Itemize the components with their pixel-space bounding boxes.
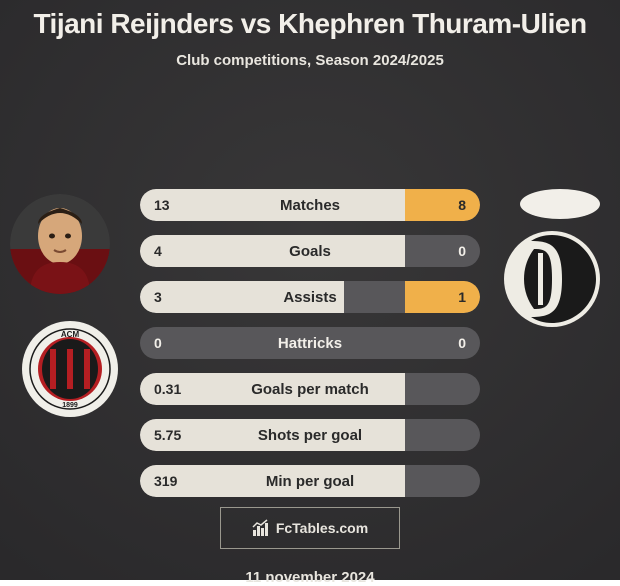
stat-row: 0.31Goals per match [140,373,480,405]
stat-row: 40Goals [140,235,480,267]
svg-text:1899: 1899 [62,402,78,409]
stat-row: 00Hattricks [140,327,480,359]
footer-date: 11 november 2024 [0,569,620,586]
svg-text:ACM: ACM [61,330,80,339]
brand-icon [252,519,270,537]
player-right-avatar [520,189,600,219]
stat-label: Goals [140,243,480,260]
comparison-subtitle: Club competitions, Season 2024/2025 [176,52,444,69]
club-left-badge: ACM 1899 [20,319,120,419]
stat-label: Hattricks [140,335,480,352]
stat-row: 31Assists [140,281,480,313]
player-left-avatar [10,194,110,294]
club-right-badge [502,229,602,329]
brand-box: FcTables.com [220,507,400,549]
stat-row: 138Matches [140,189,480,221]
stat-label: Assists [140,289,480,306]
stat-label: Shots per goal [140,427,480,444]
comparison-title: Tijani Reijnders vs Khephren Thuram-Ulie… [33,8,586,40]
main-area: ACM 1899 138Matches 40Goals 31Assists 00Hat… [0,69,620,580]
stat-label: Matches [140,197,480,214]
stats-list: 138Matches 40Goals 31Assists 00Hattricks 0.3… [140,189,480,497]
brand-label: FcTables.com [276,520,368,536]
stat-row: 5.75Shots per goal [140,419,480,451]
stat-label: Min per goal [140,473,480,490]
stat-row: 319Min per goal [140,465,480,497]
stat-label: Goals per match [140,381,480,398]
